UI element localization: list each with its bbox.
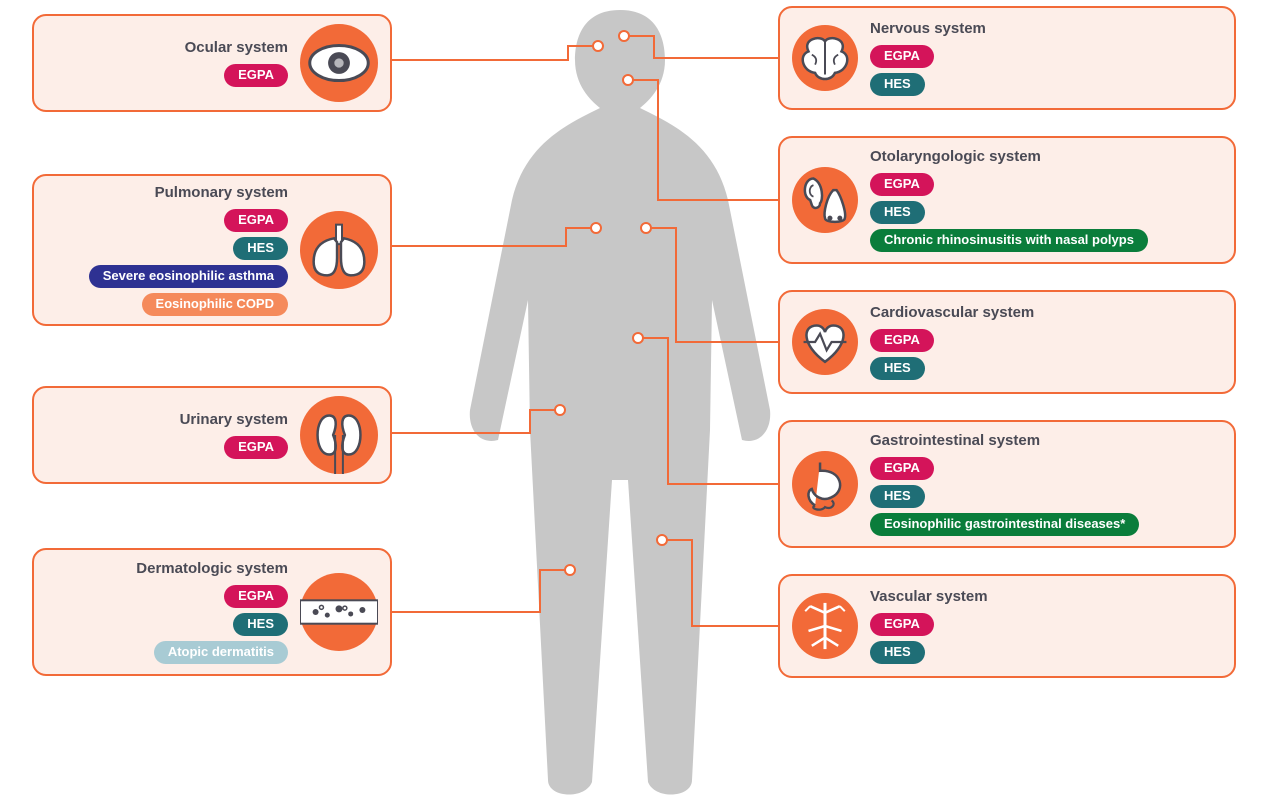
tag-HES: HES [870, 201, 925, 224]
tags: EGPA HES [870, 329, 934, 380]
text-column: Nervous system EGPA HES [870, 20, 1222, 96]
lungs-icon [300, 211, 378, 289]
connector-dot-vascular [657, 535, 667, 545]
text-column: Pulmonary system EGPA HES Severe eosinophil… [46, 184, 288, 316]
tag-EGID: Eosinophilic gastrointestinal diseases* [870, 513, 1139, 536]
box-otolaryngologic: Otolaryngologic system EGPA HES Chronic rhi… [778, 136, 1236, 264]
tag-HES: HES [870, 641, 925, 664]
tag-EGPA: EGPA [224, 209, 288, 232]
text-column: Dermatologic system EGPA HES Atopic dermati… [46, 560, 288, 664]
tag-EGPA: EGPA [870, 45, 934, 68]
tag-HES: HES [233, 613, 288, 636]
diagram-stage: { "canvas": { "width": 1268, "height": 8… [0, 0, 1268, 803]
tags: EGPA HES [870, 613, 934, 664]
text-column: Ocular system EGPA [46, 39, 288, 87]
connector-pulmonary [392, 228, 596, 246]
box-title: Urinary system [180, 411, 288, 428]
tag-EGPA: EGPA [224, 585, 288, 608]
tag-HES: HES [870, 73, 925, 96]
tag-EGPA: EGPA [870, 613, 934, 636]
text-column: Urinary system EGPA [46, 411, 288, 459]
box-title: Ocular system [185, 39, 288, 56]
tag-SevereEosinophilicAsthma: Severe eosinophilic asthma [89, 265, 288, 288]
tags: EGPA HES Chronic rhinosinusitis with nasal… [870, 173, 1148, 252]
box-title: Nervous system [870, 20, 986, 37]
box-ocular: Ocular system EGPA [32, 14, 392, 112]
box-title: Vascular system [870, 588, 988, 605]
connector-cardiovascular [646, 228, 778, 342]
tags: EGPA HES Eosinophilic gastrointestinal dis… [870, 457, 1139, 536]
tag-EGPA: EGPA [870, 173, 934, 196]
box-title: Cardiovascular system [870, 304, 1034, 321]
tags: EGPA HES Severe eosinophilic asthma Eosinop… [89, 209, 288, 316]
eye-icon [300, 24, 378, 102]
tag-EGPA: EGPA [870, 329, 934, 352]
box-title: Dermatologic system [136, 560, 288, 577]
connector-dot-gastrointestinal [633, 333, 643, 343]
connector-dot-pulmonary [591, 223, 601, 233]
tag-HES: HES [870, 357, 925, 380]
tag-EGPA: EGPA [870, 457, 934, 480]
tag-EGPA: EGPA [224, 436, 288, 459]
vessels-icon [792, 593, 858, 659]
tag-HES: HES [233, 237, 288, 260]
connector-dot-urinary [555, 405, 565, 415]
connector-dermatologic [392, 570, 570, 612]
tags: EGPA HES Atopic dermatitis [154, 585, 288, 664]
connector-gastrointestinal [638, 338, 778, 484]
connector-vascular [662, 540, 778, 626]
box-gastrointestinal: Gastrointestinal system EGPA HES Eosinophil… [778, 420, 1236, 548]
text-column: Gastrointestinal system EGPA HES Eosinophil… [870, 432, 1222, 536]
box-vascular: Vascular system EGPA HES [778, 574, 1236, 678]
text-column: Vascular system EGPA HES [870, 588, 1222, 664]
connector-dot-dermatologic [565, 565, 575, 575]
heart-icon [792, 309, 858, 375]
tags: EGPA [224, 64, 288, 87]
box-pulmonary: Pulmonary system EGPA HES Severe eosinophil… [32, 174, 392, 326]
text-column: Otolaryngologic system EGPA HES Chronic rhi… [870, 148, 1222, 252]
text-column: Cardiovascular system EGPA HES [870, 304, 1222, 380]
connector-dot-ocular [593, 41, 603, 51]
ear-nose-icon [792, 167, 858, 233]
brain-icon [792, 25, 858, 91]
tag-EosinophilicCOPD: Eosinophilic COPD [142, 293, 288, 316]
stomach-icon [792, 451, 858, 517]
tag-ChronicRhinosinusitis: Chronic rhinosinusitis with nasal polyps [870, 229, 1148, 252]
tags: EGPA HES [870, 45, 934, 96]
connector-urinary [392, 410, 560, 433]
connector-dot-otolaryngologic [623, 75, 633, 85]
connector-otolaryngologic [628, 80, 778, 200]
box-nervous: Nervous system EGPA HES [778, 6, 1236, 110]
tag-AtopicDermatitis: Atopic dermatitis [154, 641, 288, 664]
box-dermatologic: Dermatologic system EGPA HES Atopic dermati… [32, 548, 392, 676]
box-title: Pulmonary system [155, 184, 288, 201]
tag-HES: HES [870, 485, 925, 508]
box-title: Gastrointestinal system [870, 432, 1040, 449]
kidneys-icon [300, 396, 378, 474]
skin-icon [300, 573, 378, 651]
connector-dot-nervous [619, 31, 629, 41]
tags: EGPA [224, 436, 288, 459]
box-cardiovascular: Cardiovascular system EGPA HES [778, 290, 1236, 394]
connector-dot-cardiovascular [641, 223, 651, 233]
connector-ocular [392, 46, 598, 60]
connector-nervous [624, 36, 778, 58]
tag-EGPA: EGPA [224, 64, 288, 87]
box-title: Otolaryngologic system [870, 148, 1041, 165]
box-urinary: Urinary system EGPA [32, 386, 392, 484]
